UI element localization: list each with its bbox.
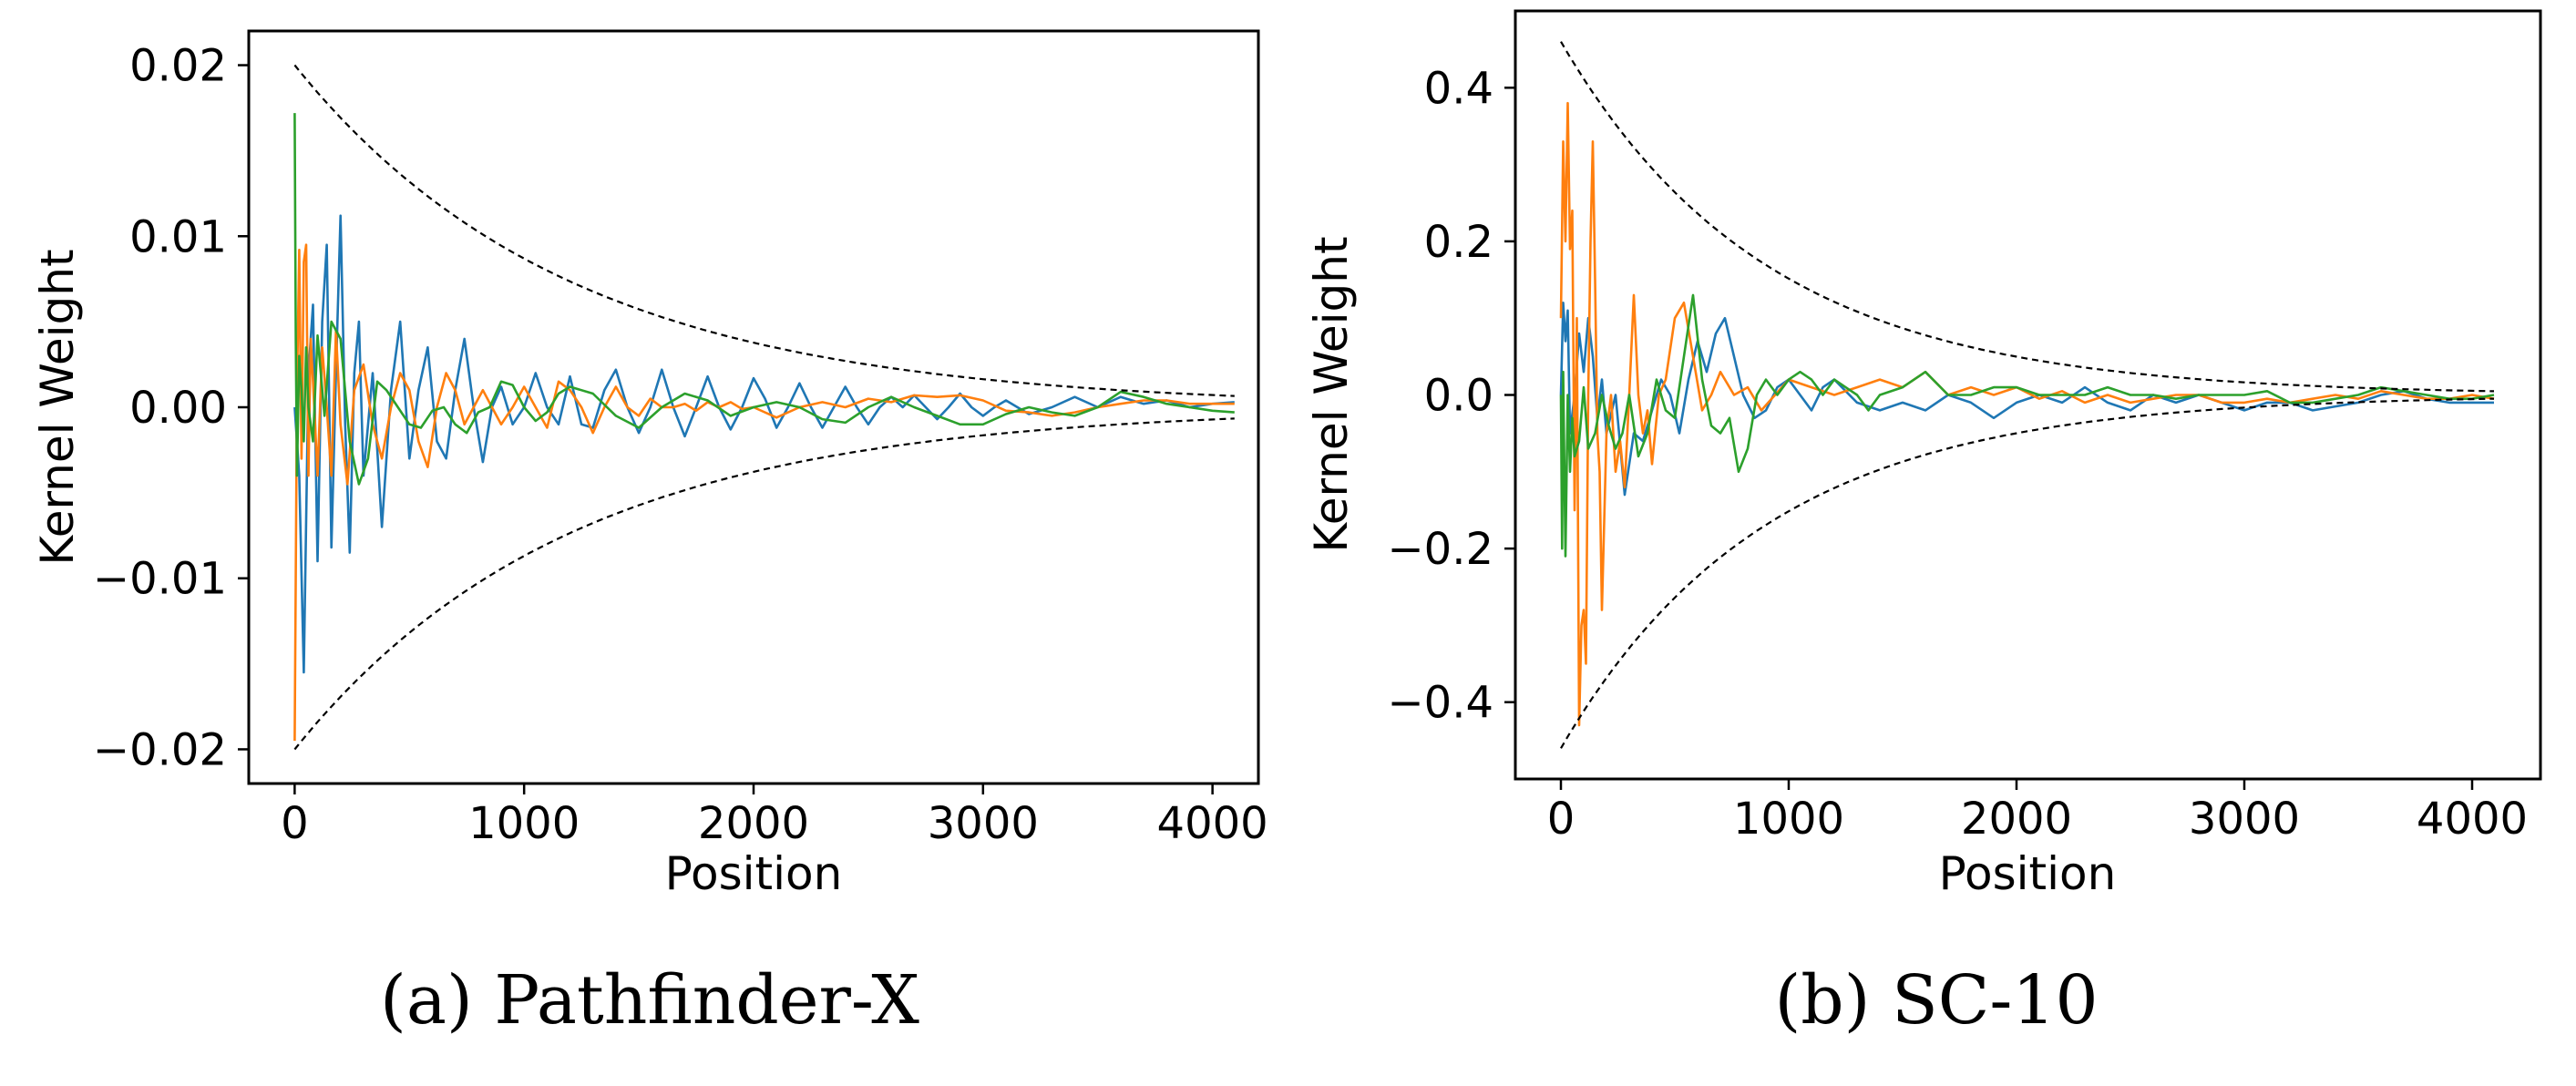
y-tick-label: 0.2 — [1424, 217, 1493, 268]
x-tick-label: 4000 — [1157, 798, 1268, 849]
x-tick-label: 0 — [1547, 794, 1575, 845]
envelope-lower — [293, 417, 1235, 751]
y-tick-label: −0.2 — [1387, 524, 1493, 575]
chart-panel-sc-10: 0 1000 2000 3000 4000 −0.4 −0.2 0.0 0.2 0.4 Posi… — [1305, 9, 2542, 1040]
series-line-2 — [293, 243, 1235, 742]
x-axis-ticks: 0 1000 2000 3000 4000 — [1547, 779, 2528, 845]
series-line-1 — [293, 214, 1235, 674]
envelope-lower — [1560, 397, 2495, 749]
chart-caption: (b) SC-10 — [1774, 961, 2098, 1040]
y-tick-label: 0.0 — [1424, 371, 1493, 422]
y-axis-ticks: −0.02 −0.01 0.00 0.01 0.02 — [93, 41, 249, 775]
plot-area — [1559, 41, 2495, 749]
envelope-upper — [293, 64, 1235, 397]
x-tick-label: 1000 — [1733, 794, 1844, 845]
x-tick-label: 3000 — [2189, 794, 2300, 845]
y-tick-label: 0.4 — [1424, 63, 1493, 114]
x-axis-ticks: 0 1000 2000 3000 4000 — [281, 784, 1268, 849]
y-tick-label: −0.4 — [1387, 678, 1493, 729]
y-axis-ticks: −0.4 −0.2 0.0 0.2 0.4 — [1387, 63, 1515, 729]
x-tick-label: 2000 — [698, 798, 809, 849]
chart-caption: (a) Pathfinder-X — [380, 961, 919, 1040]
x-tick-label: 0 — [281, 798, 309, 849]
x-tick-label: 3000 — [928, 798, 1039, 849]
y-tick-label: 0.01 — [129, 211, 227, 262]
envelope-upper — [1560, 41, 2495, 393]
y-tick-label: −0.02 — [93, 724, 227, 775]
y-axis-label: Kernel Weight — [31, 249, 84, 565]
series-line-2 — [1559, 101, 2495, 727]
y-axis-label: Kernel Weight — [1305, 236, 1358, 552]
y-tick-label: −0.01 — [93, 554, 227, 605]
x-axis-label: Position — [1939, 847, 2117, 900]
y-tick-label: 0.00 — [129, 383, 227, 434]
plot-area — [293, 64, 1235, 751]
x-tick-label: 1000 — [468, 798, 580, 849]
x-axis-label: Position — [665, 847, 843, 900]
series-line-3 — [293, 113, 1235, 486]
y-tick-label: 0.02 — [129, 41, 227, 92]
series-line-3 — [1559, 293, 2495, 558]
x-tick-label: 4000 — [2417, 794, 2528, 845]
x-tick-label: 2000 — [1961, 794, 2072, 845]
chart-panel-pathfinder-x: 0 1000 2000 3000 4000 −0.02 −0.01 0.00 0.01 0.02… — [31, 29, 1268, 1040]
